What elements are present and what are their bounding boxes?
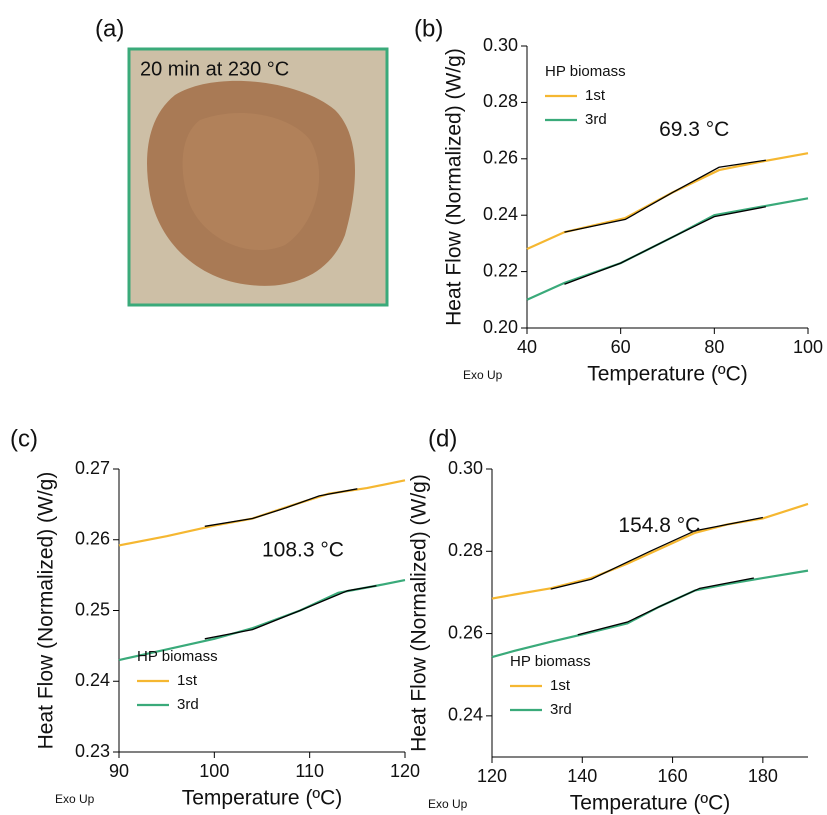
x-axis-label: Temperature (ºC) — [587, 363, 748, 386]
x-tick-label: 120 — [477, 766, 507, 786]
y-tick-label: 0.28 — [483, 91, 518, 111]
y-tick-label: 0.28 — [448, 540, 483, 560]
fit-line — [204, 585, 377, 640]
note: Exo Up — [428, 797, 468, 811]
fit-line — [550, 516, 763, 590]
fit-line — [564, 159, 766, 233]
series-line — [526, 197, 809, 301]
biomass-shade — [182, 112, 320, 251]
x-tick-label: 110 — [295, 761, 324, 781]
annotation: 69.3 °C — [659, 118, 729, 141]
legend-entry: 1st — [177, 672, 198, 689]
annotation: 108.3 °C — [262, 539, 344, 562]
x-axis-label: Temperature (ºC) — [570, 792, 731, 815]
panel-label: (b) — [414, 15, 443, 42]
x-tick-label: 100 — [199, 761, 229, 781]
fit-line — [564, 206, 766, 285]
y-tick-label: 0.23 — [75, 741, 110, 761]
photo-caption: 20 min at 230 °C — [140, 58, 289, 80]
series-line — [491, 569, 809, 659]
x-tick-label: 60 — [611, 337, 631, 357]
x-tick-label: 160 — [658, 766, 688, 786]
panel-label: (a) — [95, 15, 124, 42]
x-tick-label: 140 — [567, 766, 597, 786]
y-tick-label: 0.26 — [483, 148, 518, 168]
y-tick-label: 0.22 — [483, 260, 518, 280]
y-axis-label: Heat Flow (Normalized) (W/g) — [443, 48, 466, 326]
x-tick-label: 40 — [517, 337, 537, 357]
legend-entry: 1st — [550, 677, 571, 694]
note: Exo Up — [463, 368, 503, 382]
y-tick-label: 0.24 — [483, 204, 518, 224]
panel-label: (c) — [10, 425, 38, 452]
y-tick-label: 0.26 — [448, 622, 483, 642]
legend-entry: 3rd — [585, 111, 607, 128]
x-tick-label: 120 — [390, 761, 420, 781]
y-tick-label: 0.30 — [483, 35, 518, 55]
fit-line — [577, 577, 754, 636]
x-tick-label: 100 — [793, 337, 823, 357]
annotation: 154.8 °C — [618, 514, 700, 537]
x-tick-label: 80 — [704, 337, 724, 357]
y-tick-label: 0.30 — [448, 458, 483, 478]
y-tick-label: 0.24 — [75, 670, 110, 690]
x-tick-label: 180 — [748, 766, 778, 786]
photo: 20 min at 230 °C — [127, 47, 389, 307]
series-line — [526, 152, 809, 251]
legend-title: HP biomass — [510, 653, 591, 670]
legend-title: HP biomass — [545, 63, 626, 80]
legend-title: HP biomass — [137, 648, 218, 665]
y-tick-label: 0.26 — [75, 529, 110, 549]
panel-label: (d) — [428, 425, 457, 452]
y-axis-label: Heat Flow (Normalized) (W/g) — [35, 472, 58, 750]
legend-entry: 3rd — [550, 701, 572, 718]
y-tick-label: 0.24 — [448, 705, 483, 725]
y-tick-label: 0.27 — [75, 458, 110, 478]
legend-entry: 3rd — [177, 696, 199, 713]
y-tick-label: 0.20 — [483, 317, 518, 337]
legend-entry: 1st — [585, 87, 606, 104]
note: Exo Up — [55, 792, 95, 806]
fit-line — [204, 488, 358, 527]
y-axis-label: Heat Flow (Normalized) (W/g) — [408, 474, 431, 752]
x-tick-label: 90 — [109, 761, 129, 781]
x-axis-label: Temperature (ºC) — [182, 787, 343, 810]
y-tick-label: 0.25 — [75, 599, 110, 619]
series-line — [118, 479, 406, 547]
